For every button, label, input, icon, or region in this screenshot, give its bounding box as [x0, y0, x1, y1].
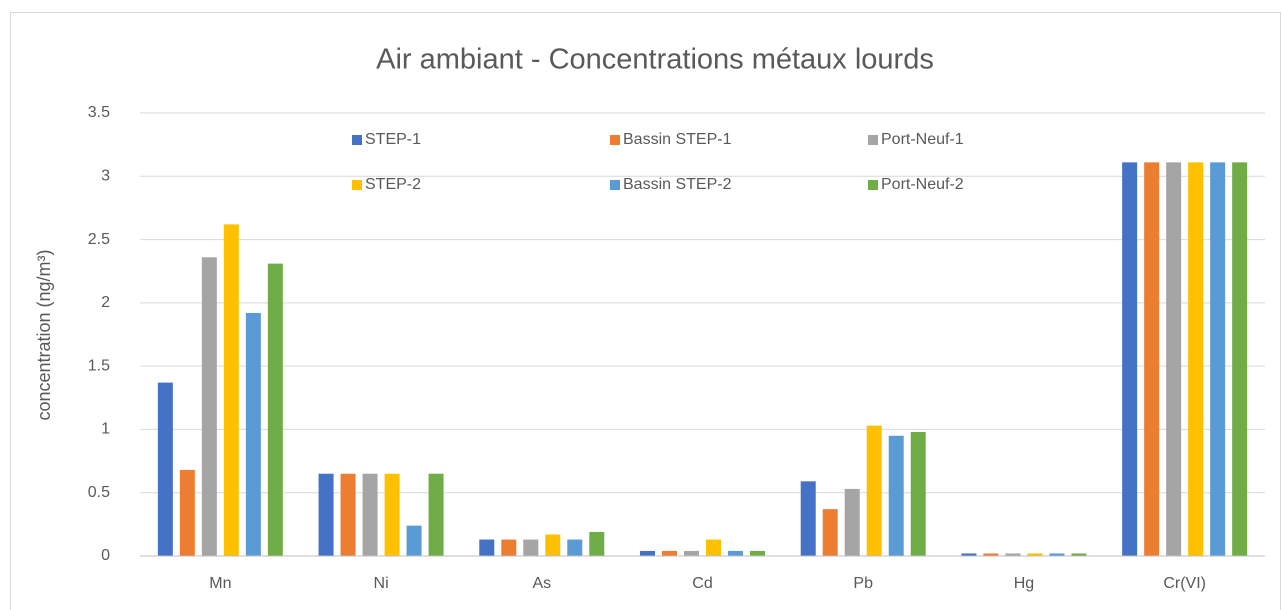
- chart-title: Air ambiant - Concentrations métaux lour…: [376, 44, 934, 76]
- bar: [267, 263, 283, 556]
- x-tick-label: Cd: [692, 575, 712, 592]
- x-tick-label: Ni: [374, 575, 389, 592]
- y-tick-label: 1.5: [88, 357, 110, 374]
- bar: [888, 435, 904, 556]
- x-tick-label: As: [532, 575, 551, 592]
- bar: [362, 473, 378, 556]
- legend-label: STEP-2: [365, 176, 421, 193]
- legend-swatch: [610, 135, 620, 145]
- bar: [201, 257, 217, 556]
- x-tick-label: Mn: [209, 575, 231, 592]
- bar: [800, 481, 816, 556]
- bar: [728, 550, 743, 556]
- bar: [706, 539, 721, 556]
- bar: [1027, 553, 1043, 556]
- legend-label: Bassin STEP-2: [623, 176, 732, 193]
- bar: [479, 539, 495, 556]
- y-tick-label: 2: [101, 294, 110, 311]
- legend-label: STEP-1: [365, 131, 421, 148]
- bar: [910, 431, 926, 556]
- bar: [567, 539, 583, 556]
- bar: [684, 550, 699, 556]
- bar: [428, 473, 444, 556]
- bar: [1210, 162, 1226, 556]
- bar: [1166, 162, 1182, 556]
- bar: [545, 534, 561, 556]
- legend-swatch: [352, 135, 362, 145]
- y-axis-label: concentration (ng/m³): [34, 249, 54, 420]
- bar: [662, 550, 677, 556]
- bar: [1232, 162, 1248, 556]
- bar: [179, 469, 195, 556]
- y-tick-label: 3: [101, 168, 110, 185]
- x-tick-label: Cr(VI): [1163, 575, 1206, 592]
- y-tick-label: 3.5: [88, 104, 110, 121]
- bar: [640, 550, 655, 556]
- bar: [340, 473, 356, 556]
- legend-swatch: [352, 180, 362, 190]
- bar: [1188, 162, 1204, 556]
- bar: [523, 539, 539, 556]
- bar: [1122, 162, 1138, 556]
- y-tick-label: 0: [101, 547, 110, 564]
- bar: [822, 509, 838, 556]
- legend-swatch: [868, 135, 878, 145]
- legend-label: Port-Neuf-2: [881, 176, 964, 193]
- legend-swatch: [610, 180, 620, 190]
- bar: [1144, 162, 1160, 556]
- bar: [501, 539, 517, 556]
- bar: [866, 425, 882, 556]
- legend-label: Bassin STEP-1: [623, 131, 732, 148]
- bar: [983, 553, 999, 556]
- bar: [1005, 553, 1021, 556]
- bar: [1071, 553, 1087, 556]
- bar: [750, 550, 765, 556]
- bar: [1049, 553, 1065, 556]
- legend-label: Port-Neuf-1: [881, 131, 964, 148]
- legend-swatch: [868, 180, 878, 190]
- chart-border: [10, 12, 1281, 610]
- bar: [589, 531, 605, 556]
- y-tick-label: 2.5: [88, 231, 110, 248]
- bar: [318, 473, 334, 556]
- x-tick-label: Pb: [853, 575, 873, 592]
- bar: [406, 525, 422, 556]
- y-tick-label: 0.5: [88, 484, 110, 501]
- bar: [384, 473, 400, 556]
- bar: [157, 382, 173, 556]
- bar: [245, 312, 261, 556]
- bar: [223, 224, 239, 556]
- x-tick-label: Hg: [1014, 575, 1034, 592]
- bar: [844, 488, 860, 556]
- bar: [961, 553, 977, 556]
- y-tick-label: 1: [101, 421, 110, 438]
